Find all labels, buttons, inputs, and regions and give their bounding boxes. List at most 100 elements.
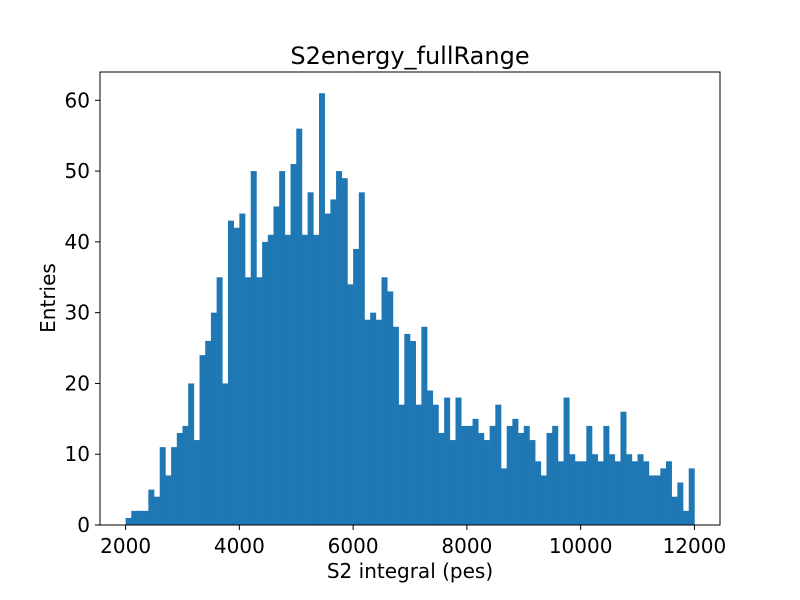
histogram-bar — [438, 432, 445, 525]
histogram-bar — [631, 461, 638, 525]
histogram-bar — [336, 171, 343, 525]
histogram-bar — [245, 277, 252, 525]
histogram-bar — [614, 461, 621, 525]
histogram-bar — [552, 425, 559, 525]
histogram-bar — [205, 340, 212, 525]
histogram-bar — [273, 206, 280, 526]
x-tick-label: 6000 — [328, 534, 379, 558]
histogram-bar — [620, 411, 627, 525]
histogram-bar — [535, 461, 542, 525]
x-tick-label: 10000 — [549, 534, 613, 558]
histogram-bar — [301, 234, 308, 526]
histogram-bar — [159, 447, 166, 525]
histogram-bar — [188, 383, 195, 525]
histogram-bar — [654, 475, 661, 525]
histogram-bar — [637, 454, 644, 525]
x-axis: 2000 4000 6000 8000 10000 12000 — [100, 525, 726, 558]
histogram-bar — [501, 468, 507, 526]
histogram-bar — [546, 432, 553, 525]
histogram-bar — [432, 404, 439, 525]
histogram-bar — [472, 418, 479, 525]
y-axis-label: Entries — [36, 263, 60, 333]
histogram-bar — [222, 383, 229, 525]
histogram-bar — [330, 199, 337, 525]
histogram-bar — [364, 319, 371, 525]
histogram-bar — [171, 447, 178, 525]
histogram-bar — [176, 432, 183, 525]
histogram-bar — [660, 468, 667, 526]
histogram-bar — [267, 234, 274, 526]
histogram-bar — [677, 482, 684, 525]
histogram-bar — [529, 440, 536, 525]
histogram-bar — [421, 326, 428, 525]
histogram-bar — [626, 454, 633, 525]
histogram-bar — [586, 425, 593, 525]
histogram-bar — [182, 425, 189, 525]
histogram-bar — [313, 234, 320, 526]
histogram-bar — [495, 404, 502, 525]
histogram-bar — [415, 404, 422, 525]
histogram-bar — [227, 220, 234, 525]
histogram-bar — [358, 192, 365, 525]
histogram-bar — [353, 248, 360, 525]
histogram-bar — [279, 171, 286, 525]
histogram-bar — [518, 432, 525, 525]
histogram-bar — [154, 496, 161, 525]
histogram-bar — [410, 340, 416, 525]
plot-frame — [99, 71, 721, 526]
histogram-bar — [648, 475, 655, 525]
histogram-bar — [427, 390, 434, 525]
chart-title: S2energy_fullRange — [290, 42, 529, 70]
y-axis: 0 10 20 30 40 50 60 — [65, 88, 100, 537]
histogram-bar — [250, 171, 257, 525]
histogram-bar — [256, 277, 263, 525]
y-tick-label: 40 — [65, 230, 90, 254]
histogram-bar — [233, 227, 240, 525]
histogram-bar — [199, 355, 206, 526]
histogram-bar — [165, 475, 172, 525]
x-tick-label: 2000 — [100, 534, 151, 558]
histogram-bar — [392, 326, 399, 525]
x-tick-label: 12000 — [663, 534, 727, 558]
histogram-bar — [466, 425, 473, 525]
histogram-bar — [296, 128, 303, 526]
y-tick-label: 20 — [65, 371, 90, 395]
histogram-bar — [489, 425, 496, 525]
y-tick-label: 30 — [65, 301, 90, 325]
histogram-bar — [210, 312, 217, 525]
histogram-bar — [142, 510, 149, 525]
x-tick-label: 4000 — [214, 534, 265, 558]
histogram-bar — [574, 461, 581, 525]
histogram-bar — [347, 284, 354, 525]
histogram-bar — [512, 418, 519, 525]
histogram-bar — [449, 440, 456, 525]
histogram-bar — [683, 510, 690, 525]
histogram-bar — [603, 425, 610, 525]
histogram-bar — [523, 425, 530, 525]
histogram-bar — [592, 454, 599, 525]
histogram-bar — [370, 312, 377, 525]
x-tick-label: 8000 — [441, 534, 492, 558]
histogram-bar — [665, 461, 672, 525]
histogram-bar — [324, 213, 331, 525]
histogram-bar — [131, 510, 138, 525]
histogram-bar — [643, 461, 650, 525]
histogram-bar — [375, 319, 382, 525]
histogram-bar — [461, 425, 468, 525]
y-tick-label: 0 — [77, 513, 90, 537]
histogram-bar — [290, 164, 297, 525]
histogram-bar — [193, 440, 200, 525]
histogram-bar — [609, 454, 616, 525]
histogram-bar — [580, 461, 587, 525]
histogram-bar — [387, 291, 394, 525]
y-tick-label: 60 — [65, 88, 90, 112]
histogram-bar — [216, 277, 223, 525]
histogram-bar — [444, 397, 451, 525]
histogram-bar — [540, 475, 547, 525]
histogram-bar — [148, 489, 155, 525]
histogram-bar — [597, 461, 604, 525]
histogram-bar — [483, 440, 490, 525]
x-axis-label: S2 integral (pes) — [327, 559, 493, 583]
histogram-bar — [455, 397, 462, 525]
